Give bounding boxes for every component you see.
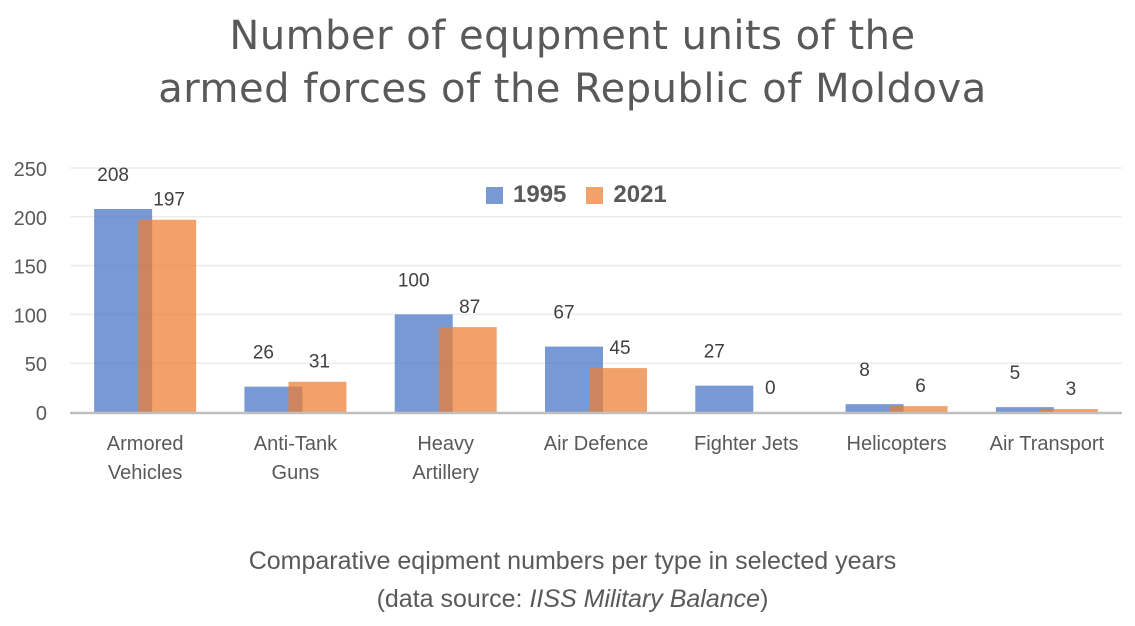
legend-item-2021: 2021	[586, 181, 667, 209]
data-label-1995: 8	[859, 360, 870, 381]
chart-caption: Comparative eqipment numbers per type in…	[0, 542, 1135, 618]
x-tick-label: Air Defence	[544, 433, 649, 455]
x-tick-label: Air Transport	[990, 433, 1105, 455]
x-tick-label: Heavy	[417, 433, 474, 455]
data-label-1995: 208	[97, 165, 129, 186]
data-label-2021: 31	[309, 352, 330, 373]
legend-label-2021: 2021	[613, 181, 667, 208]
y-tick-label: 200	[14, 208, 47, 230]
legend-swatch-2021	[586, 186, 604, 204]
source-suffix: )	[760, 585, 769, 613]
legend-item-1995: 1995	[486, 181, 566, 209]
bar-2021	[1039, 409, 1098, 412]
y-tick-label: 0	[36, 403, 47, 425]
data-label-1995: 27	[704, 342, 725, 363]
x-tick-label: Helicopters	[847, 433, 947, 455]
x-tick-label: Anti-Tank	[254, 433, 338, 455]
caption-line-1: Comparative eqipment numbers per type in…	[248, 547, 897, 575]
data-label-2021: 0	[765, 378, 776, 399]
y-tick-label: 100	[14, 305, 47, 327]
chart-title: Number of equpment units of the armed fo…	[0, 10, 1135, 116]
x-tick-label: Artillery	[412, 462, 479, 484]
data-label-2021: 45	[609, 338, 630, 359]
data-label-2021: 3	[1066, 379, 1077, 400]
data-label-1995: 5	[1010, 363, 1021, 384]
y-tick-label: 150	[14, 257, 47, 279]
chart-title-line-2: armed forces of the Republic of Moldova	[158, 66, 987, 112]
data-label-2021: 197	[153, 190, 185, 211]
y-tick-label: 50	[25, 354, 47, 376]
x-tick-label: Fighter Jets	[694, 433, 798, 455]
y-tick-label: 250	[14, 159, 47, 181]
data-label-2021: 6	[915, 376, 926, 397]
source-name: IISS Military Balance	[529, 585, 761, 613]
chart-legend: 1995 2021	[486, 181, 687, 209]
bar-2021	[138, 219, 197, 412]
legend-label-1995: 1995	[513, 181, 567, 208]
chart-title-line-1: Number of equpment units of the	[229, 13, 916, 59]
data-label-1995: 67	[553, 303, 574, 324]
data-label-1995: 100	[398, 270, 430, 291]
x-tick-label: Armored	[107, 433, 184, 455]
x-tick-label: Vehicles	[108, 462, 183, 484]
bar-2021	[889, 406, 948, 412]
bar-2021	[438, 327, 497, 412]
bar-1995	[995, 407, 1054, 412]
source-prefix: (data source:	[376, 585, 530, 613]
data-label-1995: 26	[253, 343, 274, 364]
bar-1995	[845, 404, 904, 412]
caption-line-2: (data source: IISS Military Balance)	[0, 580, 1135, 618]
bar-2021	[288, 381, 347, 412]
bar-1995	[695, 385, 754, 412]
bar-2021	[589, 368, 647, 412]
data-label-2021: 87	[459, 297, 480, 318]
x-tick-label: Guns	[272, 462, 320, 484]
legend-swatch-1995	[486, 186, 503, 204]
